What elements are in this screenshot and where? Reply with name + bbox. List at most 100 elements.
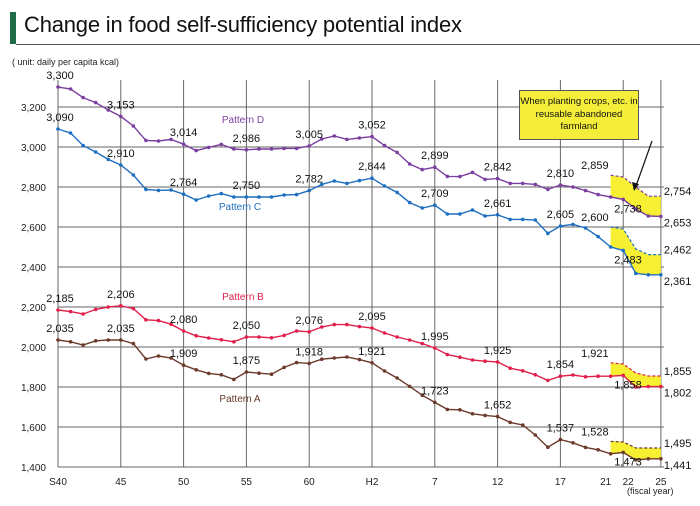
data-point xyxy=(244,195,249,199)
data-point xyxy=(546,378,550,383)
data-label: 1,875 xyxy=(233,355,261,367)
data-point xyxy=(596,234,600,239)
data-point xyxy=(68,340,73,344)
data-point xyxy=(546,187,550,192)
data-point xyxy=(495,360,500,364)
data-point xyxy=(81,343,85,347)
data-label: 1,918 xyxy=(295,346,323,358)
data-point xyxy=(508,420,512,425)
data-point xyxy=(93,100,98,105)
data-point xyxy=(169,137,173,142)
data-label: 2,462 xyxy=(664,245,692,257)
data-point xyxy=(533,433,538,437)
data-point xyxy=(307,144,312,148)
y-tick-label: 3,000 xyxy=(21,143,46,154)
data-label: 2,035 xyxy=(107,323,135,335)
data-label: 2,206 xyxy=(107,289,135,301)
data-point xyxy=(633,207,638,211)
data-point xyxy=(269,372,274,377)
projection-band xyxy=(610,227,661,275)
data-label: 1,723 xyxy=(421,385,449,397)
data-label: 1,652 xyxy=(484,400,512,412)
data-label: 2,764 xyxy=(170,177,198,189)
data-point xyxy=(508,181,512,186)
data-point xyxy=(382,369,387,373)
data-label: 1,473 xyxy=(614,456,642,468)
data-point xyxy=(433,346,437,350)
data-point xyxy=(370,176,374,180)
data-point xyxy=(319,357,324,362)
data-point xyxy=(659,214,663,219)
data-point xyxy=(458,355,462,360)
data-point xyxy=(106,338,111,342)
data-point xyxy=(520,369,525,373)
projection-upper-line xyxy=(610,226,661,256)
y-tick-label: 2,400 xyxy=(21,263,46,274)
data-point xyxy=(131,124,136,128)
data-point xyxy=(206,336,211,340)
series-name-label: Pattern B xyxy=(222,292,264,303)
data-label: 3,153 xyxy=(107,99,135,111)
data-point xyxy=(68,87,73,91)
data-point xyxy=(659,273,663,277)
data-point xyxy=(621,197,625,202)
data-point xyxy=(119,163,123,167)
data-point xyxy=(294,146,299,151)
data-point xyxy=(508,217,512,222)
data-point xyxy=(345,322,349,327)
data-point xyxy=(319,137,324,141)
data-point xyxy=(458,174,462,179)
data-point xyxy=(181,142,186,146)
data-label: 2,080 xyxy=(170,314,198,326)
data-point xyxy=(169,188,173,192)
data-point xyxy=(659,384,663,389)
data-point xyxy=(307,361,312,366)
data-label: 2,754 xyxy=(664,186,692,198)
data-point xyxy=(420,167,425,172)
data-label: 2,076 xyxy=(295,315,323,327)
data-point xyxy=(596,448,600,452)
data-label: 2,661 xyxy=(484,198,512,210)
title-divider xyxy=(16,44,700,45)
data-label: 1,528 xyxy=(581,426,609,438)
data-point xyxy=(495,213,500,217)
data-point xyxy=(206,371,211,376)
data-point xyxy=(357,357,362,362)
data-point xyxy=(357,136,362,140)
data-point xyxy=(357,178,362,183)
data-point xyxy=(608,452,613,456)
page-title: Change in food self-sufficiency potentia… xyxy=(24,12,462,37)
data-point xyxy=(520,423,525,427)
data-point xyxy=(319,325,324,329)
data-label: 2,653 xyxy=(664,217,692,229)
data-point xyxy=(596,192,600,197)
data-point xyxy=(520,181,525,186)
x-tick-label: 22 xyxy=(623,477,635,488)
y-tick-label: 1,400 xyxy=(21,463,46,474)
data-point xyxy=(156,188,161,193)
data-point xyxy=(445,212,450,216)
data-point xyxy=(56,127,60,131)
data-point xyxy=(433,203,437,207)
data-label: 2,600 xyxy=(581,212,609,224)
data-label: 2,782 xyxy=(295,174,323,186)
data-label: 1,909 xyxy=(170,348,198,360)
data-label: 2,185 xyxy=(46,293,74,305)
data-label: 1,858 xyxy=(614,379,642,391)
data-point xyxy=(508,366,512,371)
data-point xyxy=(370,134,374,139)
data-point xyxy=(131,341,136,346)
data-point xyxy=(483,413,487,418)
data-point xyxy=(395,190,399,195)
data-label: 2,810 xyxy=(547,168,575,180)
data-point xyxy=(194,368,198,372)
data-point xyxy=(282,333,286,338)
y-tick-label: 2,000 xyxy=(21,343,46,354)
annotation-arrow xyxy=(635,140,653,187)
data-point xyxy=(93,307,98,312)
data-point xyxy=(81,95,85,100)
x-tick-label: 45 xyxy=(115,477,127,488)
x-tick-label: 21 xyxy=(600,477,612,488)
data-point xyxy=(68,131,73,135)
